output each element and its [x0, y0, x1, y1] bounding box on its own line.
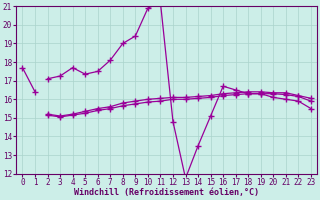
X-axis label: Windchill (Refroidissement éolien,°C): Windchill (Refroidissement éolien,°C) — [74, 188, 259, 197]
